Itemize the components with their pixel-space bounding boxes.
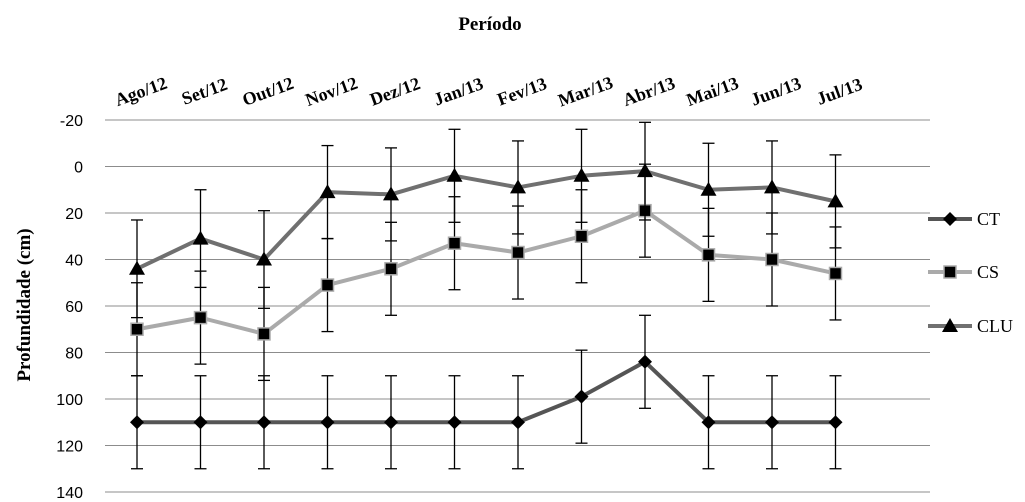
legend-item-cs-swatch-marker — [943, 265, 957, 279]
series-ct-point — [765, 415, 779, 430]
x-tick-label: Jun/13 — [748, 73, 804, 110]
y-tick-label: 60 — [65, 299, 83, 316]
series-ct-point — [828, 415, 843, 430]
series-cs-point — [765, 252, 779, 267]
legend: CT CS CLU — [928, 209, 1013, 336]
legend-item-ct: CT — [928, 209, 1000, 229]
series-clu-point — [700, 181, 717, 196]
x-tick-label: Jul/13 — [814, 74, 865, 109]
series-ct — [130, 314, 843, 470]
series-ct-point — [447, 415, 462, 430]
legend-item-cs-label: CS — [977, 262, 999, 282]
x-tick-labels: Ago/12 Set/12 Out/12 Nov/12 Dez/12 Jan/13 Fev/… — [112, 72, 865, 110]
x-tick-label: Mai/13 — [684, 73, 742, 110]
series-clu-point — [129, 260, 145, 275]
y-tick-label: -20 — [60, 113, 83, 130]
series-ct-point — [257, 415, 271, 430]
series-cs-point — [828, 266, 843, 281]
series-clu-point — [637, 163, 653, 178]
series-ct-point — [511, 415, 525, 430]
chart-title: Período — [458, 14, 521, 35]
x-tick-label: Dez/12 — [367, 73, 423, 110]
x-tick-label: Ago/12 — [112, 73, 170, 110]
series-ct-point — [638, 354, 652, 369]
series-ct-point — [320, 415, 335, 430]
series-cs — [130, 163, 843, 382]
series-layer — [129, 121, 844, 470]
x-tick-label: Set/12 — [179, 74, 230, 109]
series-cs-point — [257, 327, 271, 341]
gridlines — [105, 119, 930, 493]
series-ct-point — [384, 415, 398, 430]
legend-item-ct-swatch-marker — [943, 212, 957, 226]
y-tick-label: 80 — [65, 346, 83, 363]
series-cs-point — [130, 322, 144, 336]
x-tick-label: Mar/13 — [555, 72, 615, 110]
y-axis-label: Profundidade (cm) — [14, 228, 35, 381]
y-tick-label: 120 — [56, 439, 83, 456]
series-ct-point — [130, 415, 144, 430]
series-ct-line — [137, 359, 836, 425]
series-clu — [129, 121, 844, 319]
series-cs-point — [384, 262, 398, 276]
x-tick-label: Out/12 — [240, 73, 297, 110]
series-clu-point — [256, 251, 272, 266]
y-tick-label: 40 — [65, 253, 83, 270]
series-clu-point — [573, 167, 590, 182]
series-clu-point — [446, 167, 463, 182]
series-clu-point — [764, 179, 780, 194]
x-tick-label: Jan/13 — [431, 73, 486, 109]
legend-item-clu-label: CLU — [977, 316, 1013, 336]
series-clu-point — [383, 186, 399, 201]
legend-item-cs: CS — [928, 262, 999, 282]
y-tick-label: 0 — [74, 160, 83, 177]
series-clu-point — [510, 179, 526, 194]
x-tick-label: Fev/13 — [495, 73, 550, 109]
series-ct-point — [574, 389, 589, 404]
y-tick-labels: -20 0 20 40 60 80 100 120 140 — [56, 113, 83, 502]
series-cs-point — [193, 310, 208, 325]
series-cs-point — [701, 248, 716, 262]
legend-item-clu-swatch-marker — [942, 318, 958, 332]
series-cs-point — [320, 278, 335, 292]
series-cs-point — [447, 236, 462, 250]
y-tick-label: 20 — [65, 206, 83, 223]
y-tick-label: 140 — [56, 485, 83, 502]
legend-item-ct-label: CT — [977, 209, 1000, 229]
x-tick-label: Nov/12 — [303, 73, 361, 110]
series-ct-point — [701, 415, 716, 430]
series-cs-line — [136, 208, 836, 336]
y-tick-label: 100 — [56, 392, 83, 409]
series-clu-point — [192, 230, 209, 245]
series-clu-point — [827, 193, 844, 208]
series-clu-point — [319, 184, 336, 199]
series-ct-point — [193, 415, 208, 430]
series-cs-point — [574, 229, 589, 243]
x-tick-label: Abr/13 — [620, 73, 678, 110]
series-clu-line — [136, 169, 836, 271]
series-cs-point — [511, 245, 525, 260]
legend-item-clu: CLU — [928, 316, 1013, 336]
